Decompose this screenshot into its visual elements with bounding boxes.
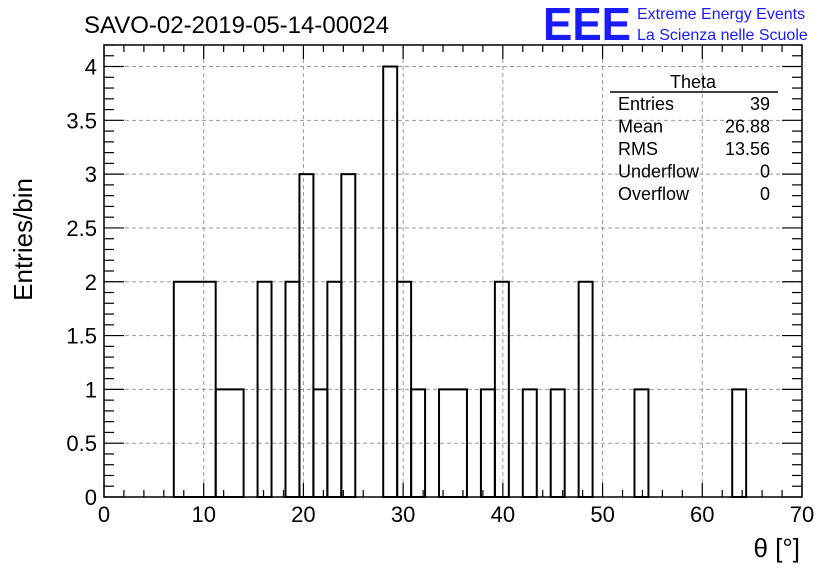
stats-row-value: 0 <box>760 184 770 204</box>
x-axis-label: θ [°] <box>753 533 800 563</box>
x-tick-label: 40 <box>491 502 515 527</box>
stats-row-label: RMS <box>618 139 658 159</box>
logo-line-1: Extreme Energy Events <box>637 6 805 23</box>
x-tick-label: 10 <box>191 502 215 527</box>
y-tick-label: 3.5 <box>66 108 97 133</box>
y-tick-label: 4 <box>85 55 97 80</box>
stats-title: Theta <box>670 72 717 92</box>
eee-logo: EEE Extreme Energy Events La Scienza nel… <box>543 0 808 50</box>
stats-row-label: Mean <box>618 117 663 137</box>
y-tick-label: 1 <box>85 377 97 402</box>
stats-row-value: 26.88 <box>725 117 770 137</box>
x-tick-label: 30 <box>391 502 415 527</box>
x-tick-label: 60 <box>690 502 714 527</box>
grid <box>104 45 802 497</box>
y-tick-labels: 0 0.5 1 1.5 2 2.5 3 3.5 4 <box>66 55 97 510</box>
stats-row-label: Underflow <box>618 162 700 182</box>
x-tick-label: 50 <box>590 502 614 527</box>
stats-row-value: 13.56 <box>725 139 770 159</box>
y-tick-label: 3 <box>85 162 97 187</box>
plot-frame <box>103 44 803 498</box>
axis-ticks <box>103 44 803 498</box>
logo-mark: EEE <box>543 0 631 50</box>
stats-row-label: Entries <box>618 94 674 114</box>
x-tick-label: 20 <box>291 502 315 527</box>
y-tick-label: 0 <box>85 485 97 510</box>
stats-box: Theta Entries 39 Mean 26.88 RMS 13.56 Underflo… <box>610 72 778 204</box>
stats-row-value: 0 <box>760 162 770 182</box>
y-tick-label: 1.5 <box>66 324 97 349</box>
y-axis-label: Entries/bin <box>8 178 38 301</box>
logo-line-2: La Scienza nelle Scuole <box>637 27 808 44</box>
x-tick-label: 70 <box>790 502 814 527</box>
y-tick-label: 2.5 <box>66 216 97 241</box>
stats-row-value: 39 <box>750 94 770 114</box>
stats-row-label: Overflow <box>618 184 690 204</box>
x-tick-label: 0 <box>98 502 110 527</box>
y-tick-label: 2 <box>85 270 97 295</box>
chart-title: SAVO-02-2019-05-14-00024 <box>84 12 389 39</box>
y-tick-label: 0.5 <box>66 431 97 456</box>
x-tick-labels: 0 10 20 30 40 50 60 70 <box>98 502 814 527</box>
